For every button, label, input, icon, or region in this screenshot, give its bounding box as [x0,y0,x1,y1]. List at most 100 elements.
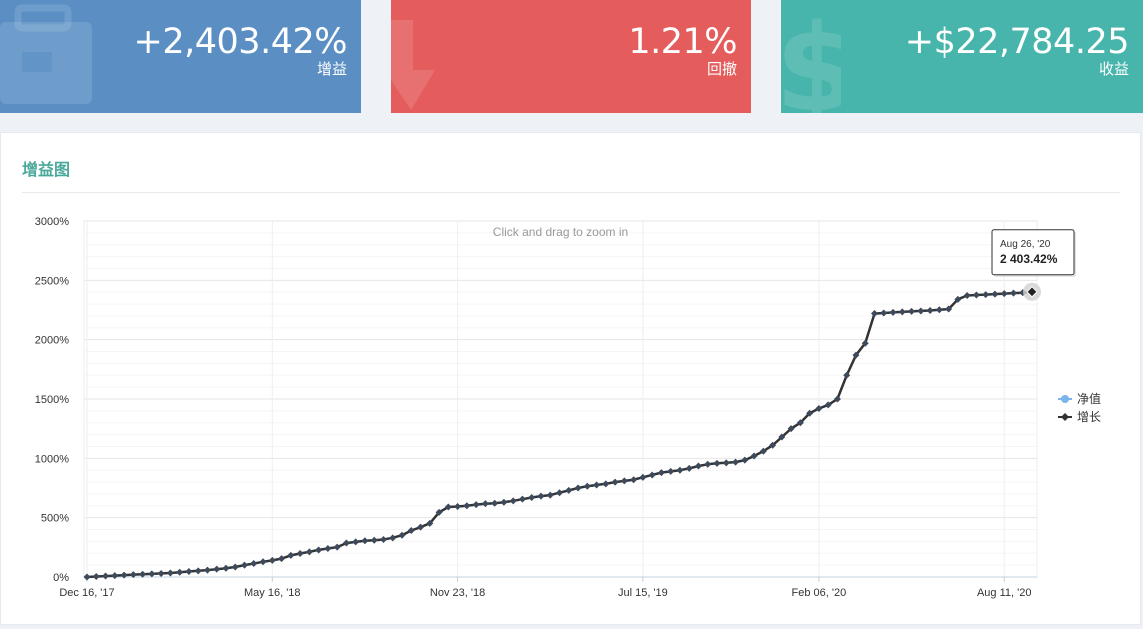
legend-label[interactable]: 增长 [1077,410,1101,424]
data-point[interactable] [491,499,499,507]
data-point[interactable] [296,550,304,558]
data-point[interactable] [815,404,823,412]
data-point[interactable] [750,452,758,460]
data-point[interactable] [398,531,406,539]
data-point[interactable] [574,484,582,492]
data-point[interactable] [806,409,814,417]
data-point[interactable] [667,467,675,475]
data-point[interactable] [732,458,740,466]
data-point[interactable] [694,462,702,470]
data-point[interactable] [620,477,628,485]
data-point[interactable] [352,538,360,546]
data-point[interactable] [945,305,953,313]
data-point[interactable] [787,425,795,433]
data-point[interactable] [417,523,425,531]
data-point[interactable] [213,565,221,573]
data-point[interactable] [111,572,119,580]
data-point[interactable] [259,558,267,566]
data-point[interactable] [593,481,601,489]
data-point[interactable] [880,309,888,317]
data-point[interactable] [203,566,211,574]
data-point[interactable] [185,568,193,576]
data-point[interactable] [963,292,971,300]
data-point[interactable] [426,519,434,527]
data-point[interactable] [518,495,526,503]
data-point[interactable] [926,306,934,314]
data-point[interactable] [389,534,397,542]
data-point[interactable] [278,555,286,563]
data-point[interactable] [407,526,415,534]
data-point[interactable] [435,508,443,516]
data-point[interactable] [305,548,313,556]
data-point[interactable] [176,568,184,576]
data-point[interactable] [648,471,656,479]
data-point[interactable] [157,569,165,577]
data-point[interactable] [361,537,369,545]
data-point[interactable] [92,573,100,581]
data-point[interactable] [250,559,258,567]
legend-marker[interactable] [1061,413,1069,421]
data-point[interactable] [1019,289,1027,297]
data-point[interactable] [778,433,786,441]
data-point[interactable] [704,460,712,468]
data-point[interactable] [222,564,230,572]
data-point[interactable] [769,441,777,449]
data-point[interactable] [546,491,554,499]
data-point[interactable] [315,546,323,554]
data-point[interactable] [935,306,943,314]
data-point[interactable] [102,572,110,580]
data-point[interactable] [639,473,647,481]
legend-marker[interactable] [1061,395,1069,403]
data-point[interactable] [342,539,350,547]
data-point[interactable] [500,498,508,506]
data-point[interactable] [565,486,573,494]
data-point[interactable] [139,570,147,578]
data-point[interactable] [324,545,332,553]
data-point[interactable] [83,573,91,581]
data-point[interactable] [231,563,239,571]
data-point[interactable] [166,569,174,577]
data-point[interactable] [676,466,684,474]
data-point[interactable] [954,295,962,303]
data-point[interactable] [889,308,897,316]
data-point[interactable] [833,395,841,403]
data-point[interactable] [287,551,295,559]
data-point[interactable] [871,310,878,318]
data-point[interactable] [1000,290,1008,298]
data-point[interactable] [713,459,721,467]
data-point[interactable] [120,571,128,579]
data-point[interactable] [148,570,156,578]
data-point[interactable] [556,489,563,497]
data-point[interactable] [908,307,916,315]
data-point[interactable] [528,493,536,501]
data-point[interactable] [852,351,860,359]
data-point[interactable] [444,503,452,511]
data-point[interactable] [991,290,999,298]
data-point[interactable] [917,307,925,315]
data-point[interactable] [472,501,480,509]
data-point[interactable] [583,482,591,490]
data-point[interactable] [824,401,832,409]
data-point[interactable] [379,536,387,544]
data-point[interactable] [333,543,341,551]
data-point[interactable] [1009,289,1017,297]
data-point-hovered[interactable] [1026,286,1038,298]
data-point[interactable] [741,456,749,464]
data-point[interactable] [537,492,545,500]
data-point[interactable] [685,464,693,472]
data-point[interactable] [796,419,804,427]
data-point[interactable] [268,556,276,564]
legend-label[interactable]: 净值 [1077,391,1101,406]
data-point[interactable] [194,567,202,575]
data-point[interactable] [972,291,980,299]
data-point[interactable] [602,480,610,488]
data-point[interactable] [611,478,619,486]
data-point[interactable] [982,291,990,299]
data-point[interactable] [657,469,665,477]
data-point[interactable] [722,459,730,467]
data-point[interactable] [630,476,638,484]
data-point[interactable] [481,500,489,508]
data-point[interactable] [898,308,906,316]
data-point[interactable] [454,503,462,511]
data-point[interactable] [241,561,248,569]
